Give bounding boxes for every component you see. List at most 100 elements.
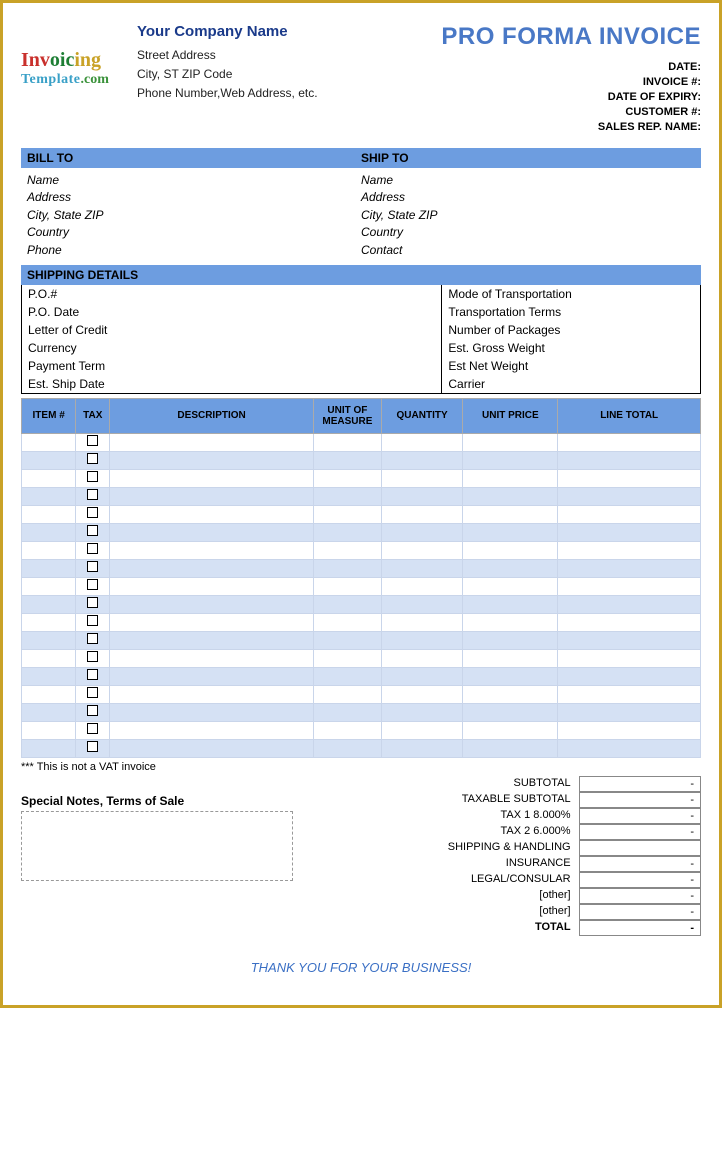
- items-cell[interactable]: [76, 649, 110, 667]
- items-cell[interactable]: [558, 649, 701, 667]
- items-cell[interactable]: [463, 685, 558, 703]
- items-cell[interactable]: [110, 595, 314, 613]
- items-cell[interactable]: [313, 685, 381, 703]
- items-cell[interactable]: [558, 451, 701, 469]
- items-cell[interactable]: [313, 487, 381, 505]
- items-cell[interactable]: [22, 433, 76, 451]
- items-cell[interactable]: [22, 685, 76, 703]
- items-cell[interactable]: [76, 487, 110, 505]
- items-cell[interactable]: [22, 469, 76, 487]
- items-cell[interactable]: [313, 703, 381, 721]
- items-cell[interactable]: [381, 541, 462, 559]
- items-cell[interactable]: [110, 613, 314, 631]
- items-cell[interactable]: [463, 721, 558, 739]
- notes-box[interactable]: [21, 811, 293, 881]
- items-cell[interactable]: [558, 595, 701, 613]
- items-cell[interactable]: [463, 523, 558, 541]
- items-cell[interactable]: [22, 505, 76, 523]
- items-cell[interactable]: [381, 703, 462, 721]
- items-cell[interactable]: [22, 523, 76, 541]
- items-cell[interactable]: [381, 487, 462, 505]
- items-cell[interactable]: [558, 739, 701, 757]
- items-cell[interactable]: [381, 667, 462, 685]
- items-cell[interactable]: [76, 433, 110, 451]
- items-cell[interactable]: [22, 649, 76, 667]
- items-cell[interactable]: [463, 613, 558, 631]
- items-cell[interactable]: [110, 505, 314, 523]
- items-cell[interactable]: [463, 469, 558, 487]
- items-cell[interactable]: [22, 541, 76, 559]
- items-cell[interactable]: [313, 433, 381, 451]
- items-cell[interactable]: [110, 685, 314, 703]
- items-cell[interactable]: [110, 487, 314, 505]
- items-cell[interactable]: [76, 595, 110, 613]
- items-cell[interactable]: [22, 559, 76, 577]
- items-cell[interactable]: [313, 451, 381, 469]
- items-cell[interactable]: [313, 721, 381, 739]
- items-cell[interactable]: [381, 649, 462, 667]
- items-cell[interactable]: [463, 451, 558, 469]
- items-cell[interactable]: [558, 613, 701, 631]
- tax-checkbox[interactable]: [87, 435, 98, 446]
- items-cell[interactable]: [110, 451, 314, 469]
- items-cell[interactable]: [76, 685, 110, 703]
- items-cell[interactable]: [313, 595, 381, 613]
- items-cell[interactable]: [558, 487, 701, 505]
- items-cell[interactable]: [76, 613, 110, 631]
- items-cell[interactable]: [463, 703, 558, 721]
- items-cell[interactable]: [381, 685, 462, 703]
- items-cell[interactable]: [463, 649, 558, 667]
- items-cell[interactable]: [110, 703, 314, 721]
- items-cell[interactable]: [463, 577, 558, 595]
- items-cell[interactable]: [110, 667, 314, 685]
- items-cell[interactable]: [381, 433, 462, 451]
- tax-checkbox[interactable]: [87, 561, 98, 572]
- items-cell[interactable]: [22, 739, 76, 757]
- items-cell[interactable]: [381, 721, 462, 739]
- items-cell[interactable]: [110, 433, 314, 451]
- tax-checkbox[interactable]: [87, 471, 98, 482]
- items-cell[interactable]: [313, 649, 381, 667]
- tax-checkbox[interactable]: [87, 687, 98, 698]
- items-cell[interactable]: [110, 469, 314, 487]
- items-cell[interactable]: [22, 631, 76, 649]
- tax-checkbox[interactable]: [87, 741, 98, 752]
- items-cell[interactable]: [463, 541, 558, 559]
- items-cell[interactable]: [22, 595, 76, 613]
- items-cell[interactable]: [110, 721, 314, 739]
- items-cell[interactable]: [558, 667, 701, 685]
- items-cell[interactable]: [558, 541, 701, 559]
- items-cell[interactable]: [381, 505, 462, 523]
- items-cell[interactable]: [76, 577, 110, 595]
- items-cell[interactable]: [558, 469, 701, 487]
- items-cell[interactable]: [463, 739, 558, 757]
- items-cell[interactable]: [22, 667, 76, 685]
- items-cell[interactable]: [76, 721, 110, 739]
- items-cell[interactable]: [313, 577, 381, 595]
- items-cell[interactable]: [22, 721, 76, 739]
- tax-checkbox[interactable]: [87, 597, 98, 608]
- items-cell[interactable]: [463, 505, 558, 523]
- items-cell[interactable]: [463, 487, 558, 505]
- tax-checkbox[interactable]: [87, 543, 98, 554]
- tax-checkbox[interactable]: [87, 669, 98, 680]
- items-cell[interactable]: [381, 559, 462, 577]
- items-cell[interactable]: [313, 541, 381, 559]
- items-cell[interactable]: [558, 433, 701, 451]
- tax-checkbox[interactable]: [87, 705, 98, 716]
- items-cell[interactable]: [76, 559, 110, 577]
- items-cell[interactable]: [110, 541, 314, 559]
- items-cell[interactable]: [381, 523, 462, 541]
- tax-checkbox[interactable]: [87, 489, 98, 500]
- items-cell[interactable]: [76, 703, 110, 721]
- items-cell[interactable]: [381, 451, 462, 469]
- items-cell[interactable]: [76, 505, 110, 523]
- items-cell[interactable]: [558, 523, 701, 541]
- tax-checkbox[interactable]: [87, 651, 98, 662]
- items-cell[interactable]: [381, 739, 462, 757]
- items-cell[interactable]: [313, 469, 381, 487]
- items-cell[interactable]: [110, 559, 314, 577]
- items-cell[interactable]: [22, 487, 76, 505]
- items-cell[interactable]: [76, 469, 110, 487]
- items-cell[interactable]: [76, 451, 110, 469]
